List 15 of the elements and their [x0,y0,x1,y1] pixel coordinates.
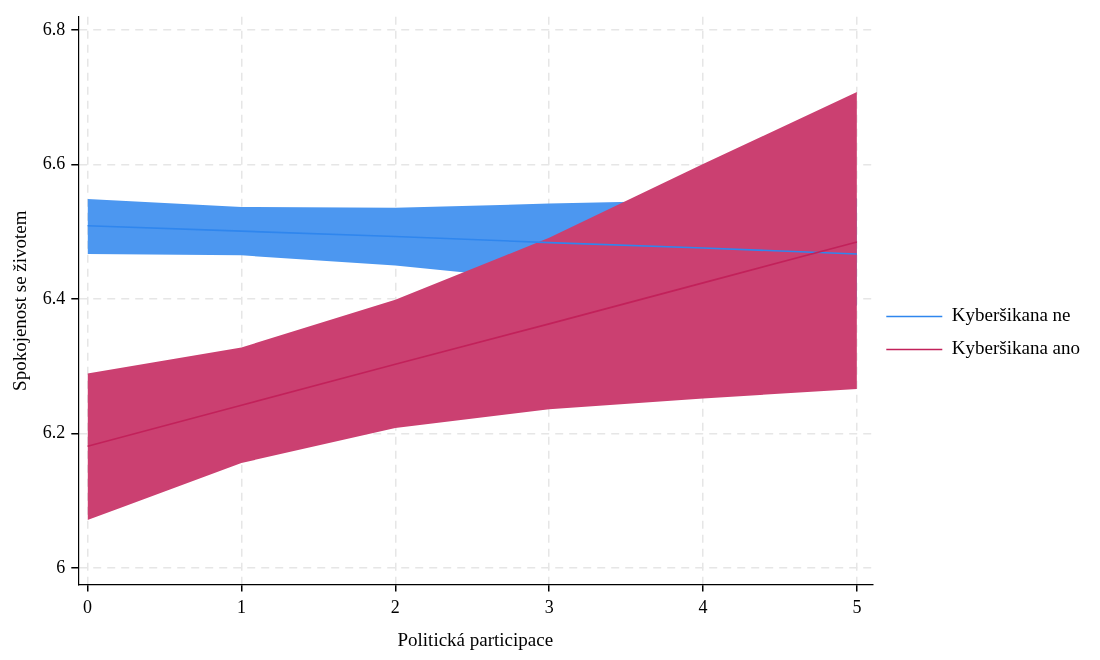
x-tick-label: 2 [390,597,400,618]
x-axis-title: Politická participace [397,628,554,650]
x-tick-label: 3 [544,597,554,618]
y-tick-label: 6.8 [42,18,66,39]
x-tick-label: 0 [83,597,93,618]
y-axis-title: Spokojenost se životem [9,210,31,391]
x-tick-label: 1 [236,597,246,618]
y-tick-label: 6.6 [42,153,66,174]
y-tick-label: 6 [56,556,66,577]
legend-label: Kyberšikana ano [951,337,1081,359]
legend-label: Kyberšikana ne [951,304,1071,326]
x-tick-label: 5 [852,597,862,618]
y-tick-label: 6.2 [42,422,66,443]
x-tick-label: 4 [698,597,708,618]
y-tick-label: 6.4 [42,287,66,308]
